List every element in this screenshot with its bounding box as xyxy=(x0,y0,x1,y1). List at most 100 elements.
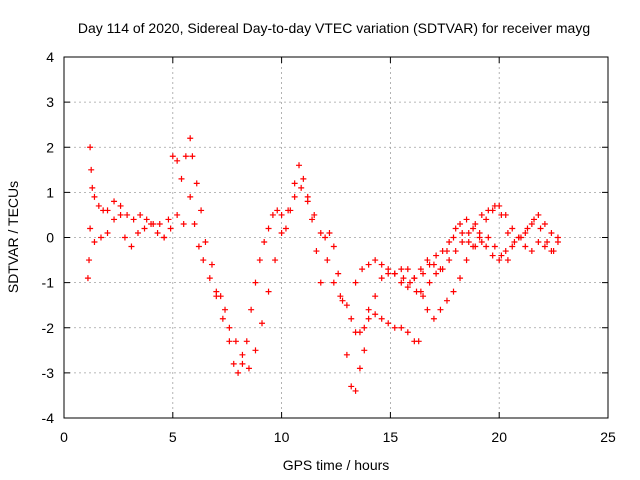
data-point xyxy=(322,234,329,241)
data-point xyxy=(191,220,198,227)
data-point xyxy=(524,225,531,232)
data-point xyxy=(378,275,385,282)
data-points xyxy=(84,135,561,394)
data-point xyxy=(174,157,181,164)
data-point xyxy=(459,239,466,246)
data-point xyxy=(324,257,331,264)
data-point xyxy=(167,225,174,232)
y-tick-label: 4 xyxy=(46,49,54,65)
y-tick-label: -3 xyxy=(42,365,55,381)
data-point xyxy=(91,239,98,246)
data-point xyxy=(335,270,342,277)
data-point xyxy=(483,216,490,223)
data-point xyxy=(361,324,368,331)
data-point xyxy=(343,302,350,309)
data-point xyxy=(156,220,163,227)
data-point xyxy=(554,234,561,241)
data-point xyxy=(385,320,392,327)
data-point xyxy=(385,270,392,277)
data-point xyxy=(544,239,551,246)
data-point xyxy=(550,248,557,255)
data-point xyxy=(208,261,215,268)
data-point xyxy=(104,229,111,236)
data-point xyxy=(252,279,259,286)
data-point xyxy=(296,162,303,169)
axis-ticks xyxy=(63,56,609,419)
data-point xyxy=(198,207,205,214)
data-point xyxy=(348,383,355,390)
x-tick-label: 10 xyxy=(274,429,290,445)
data-point xyxy=(485,234,492,241)
data-point xyxy=(365,315,372,322)
data-point xyxy=(517,234,524,241)
data-point xyxy=(372,257,379,264)
data-point xyxy=(261,239,268,246)
data-point xyxy=(278,211,285,218)
data-point xyxy=(154,229,161,236)
data-point xyxy=(317,229,324,236)
y-tick-label: 1 xyxy=(46,184,54,200)
data-point xyxy=(420,293,427,300)
data-point xyxy=(476,229,483,236)
data-point xyxy=(450,288,457,295)
data-point xyxy=(265,288,272,295)
y-tick-label: -1 xyxy=(42,275,55,291)
data-point xyxy=(343,351,350,358)
data-point xyxy=(361,347,368,354)
data-point xyxy=(200,257,207,264)
y-tick-label: -4 xyxy=(42,410,55,426)
data-point xyxy=(437,306,444,313)
data-point xyxy=(141,225,148,232)
data-point xyxy=(274,207,281,214)
data-point xyxy=(222,306,229,313)
data-point xyxy=(511,239,518,246)
data-point xyxy=(470,225,477,232)
data-point xyxy=(509,243,516,250)
data-point xyxy=(398,324,405,331)
data-point xyxy=(117,211,124,218)
data-point xyxy=(91,193,98,200)
series-e xyxy=(400,202,557,300)
series-f xyxy=(420,225,511,277)
data-point xyxy=(189,153,196,160)
data-point xyxy=(452,248,459,255)
data-point xyxy=(433,252,440,259)
data-point xyxy=(528,248,535,255)
data-point xyxy=(498,252,505,259)
data-point xyxy=(406,279,413,286)
data-point xyxy=(300,175,307,182)
data-point xyxy=(489,252,496,259)
data-point xyxy=(372,311,379,318)
data-point xyxy=(143,216,150,223)
data-point xyxy=(213,293,220,300)
data-point xyxy=(134,229,141,236)
data-point xyxy=(252,347,259,354)
data-point xyxy=(230,360,237,367)
data-point xyxy=(504,229,511,236)
data-point xyxy=(478,239,485,246)
data-point xyxy=(359,266,366,273)
data-point xyxy=(502,248,509,255)
data-point xyxy=(121,234,128,241)
data-point xyxy=(446,257,453,264)
data-point xyxy=(165,216,172,223)
data-point xyxy=(313,248,320,255)
data-point xyxy=(104,207,111,214)
data-point xyxy=(446,239,453,246)
data-point xyxy=(537,225,544,232)
data-point xyxy=(450,234,457,241)
data-point xyxy=(452,225,459,232)
data-point xyxy=(424,257,431,264)
data-point xyxy=(182,153,189,160)
data-point xyxy=(128,243,135,250)
data-point xyxy=(485,207,492,214)
data-point xyxy=(180,220,187,227)
data-point xyxy=(309,216,316,223)
data-point xyxy=(463,216,470,223)
data-point xyxy=(548,229,555,236)
data-point xyxy=(235,369,242,376)
data-point xyxy=(232,338,239,345)
data-point xyxy=(285,207,292,214)
data-point xyxy=(226,324,233,331)
